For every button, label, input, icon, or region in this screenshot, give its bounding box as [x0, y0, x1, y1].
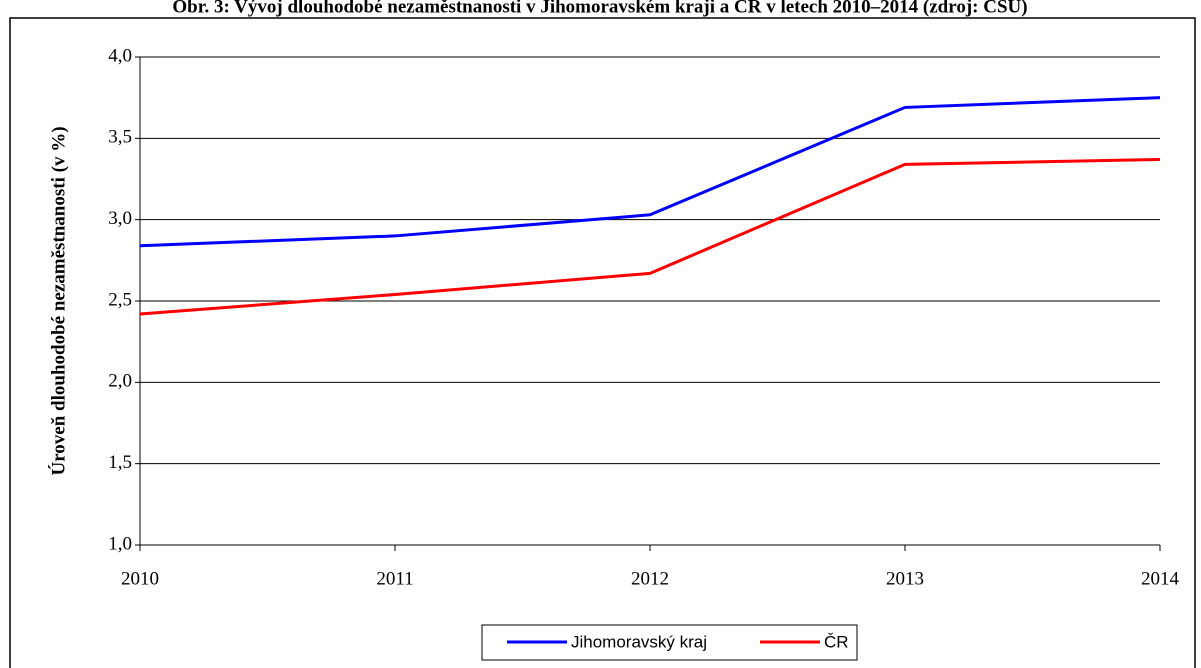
chart-title: Obr. 3: Vývoj dlouhodobé nezaměstnanosti… [172, 0, 1027, 17]
series-line [139, 96, 1161, 248]
x-tick-label: 2010 [121, 568, 159, 589]
y-tick-label: 1,0 [108, 533, 132, 554]
y-tick-label: 4,0 [108, 45, 132, 66]
x-tick-label: 2012 [631, 568, 669, 589]
series-line [139, 157, 1161, 316]
x-tick-label: 2011 [376, 568, 413, 589]
legend-label: ČR [824, 632, 849, 651]
y-axis-label: Úroveň dlouhodobé nezaměstnanosti (v %) [47, 126, 69, 475]
y-tick-label: 2,0 [108, 371, 132, 392]
x-tick-label: 2013 [886, 568, 924, 589]
y-tick-label: 3,5 [108, 127, 132, 148]
legend-label: Jihomoravský kraj [571, 632, 707, 651]
y-tick-label: 2,5 [108, 289, 132, 310]
chart-frame [9, 17, 1196, 668]
y-tick-label: 1,5 [108, 452, 132, 473]
x-tick-label: 2014 [1141, 568, 1180, 589]
y-tick-label: 3,0 [108, 208, 132, 229]
